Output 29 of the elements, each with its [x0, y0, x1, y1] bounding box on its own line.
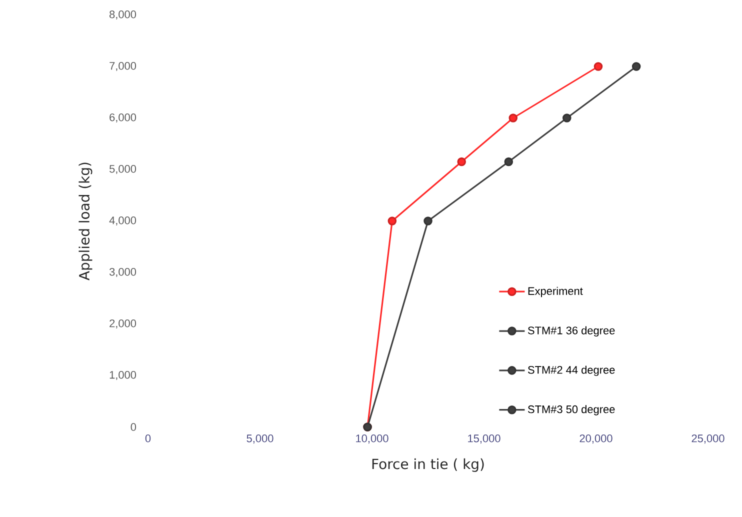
point — [388, 216, 397, 226]
point — [594, 62, 603, 71]
x-tick-label: 10,000 — [356, 434, 388, 444]
legend-label: STM#2 44 degree — [528, 366, 615, 376]
x-axis-title: Force in tie ( kg) — [372, 458, 484, 472]
y-tick-label: 8,000 — [110, 10, 136, 20]
point — [457, 157, 466, 166]
legend-label: Experiment — [528, 286, 583, 298]
x-tick-label: 25,000 — [692, 434, 724, 444]
y-tick-label: 2,000 — [110, 319, 136, 329]
y-tick-label: 0 — [130, 423, 136, 431]
x-tick-label: 0 — [145, 434, 151, 442]
y-tick-label: 5,000 — [109, 164, 136, 174]
x-tick-label: 15,000 — [468, 434, 500, 444]
point — [504, 157, 514, 166]
point — [562, 114, 572, 122]
y-tick-label: 6,000 — [110, 113, 136, 123]
y-tick-label: 7,000 — [110, 62, 136, 72]
y-tick-label: 4,000 — [109, 216, 136, 226]
x-tick-label: 20,000 — [580, 434, 612, 444]
legend-label: STM#3 50 degree — [528, 405, 615, 416]
point — [424, 216, 432, 226]
y-tick-label: 1,000 — [110, 370, 136, 380]
x-tick-label: 5,000 — [246, 434, 274, 444]
y-axis-title: Applied load (kg) — [78, 162, 92, 280]
y-tick-label: 3,000 — [109, 268, 136, 278]
point — [632, 62, 641, 71]
legend-label: STM#1 36 degree — [528, 326, 615, 337]
point — [508, 114, 518, 122]
